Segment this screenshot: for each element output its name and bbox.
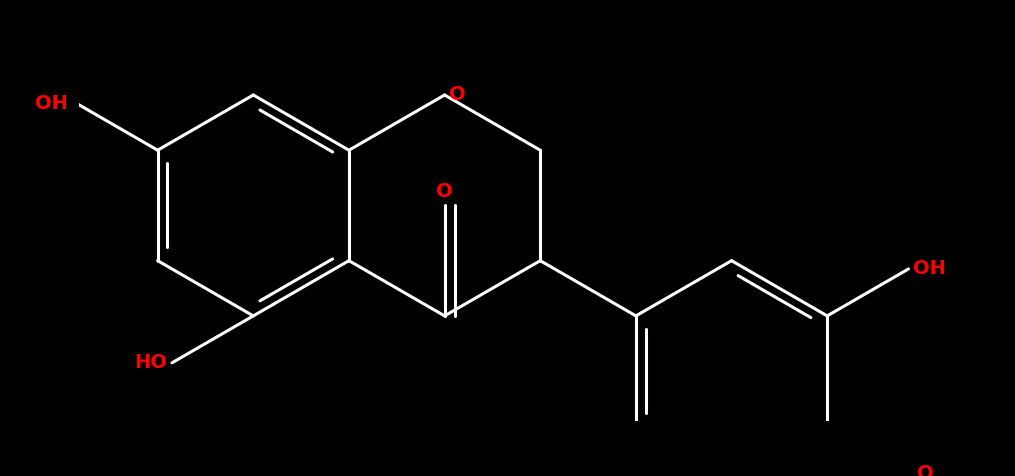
Text: O: O (918, 464, 934, 476)
Text: OH: OH (35, 94, 68, 113)
Text: HO: HO (135, 353, 167, 372)
Text: OH: OH (912, 259, 946, 278)
Text: O: O (436, 182, 453, 201)
Text: O: O (449, 86, 466, 105)
